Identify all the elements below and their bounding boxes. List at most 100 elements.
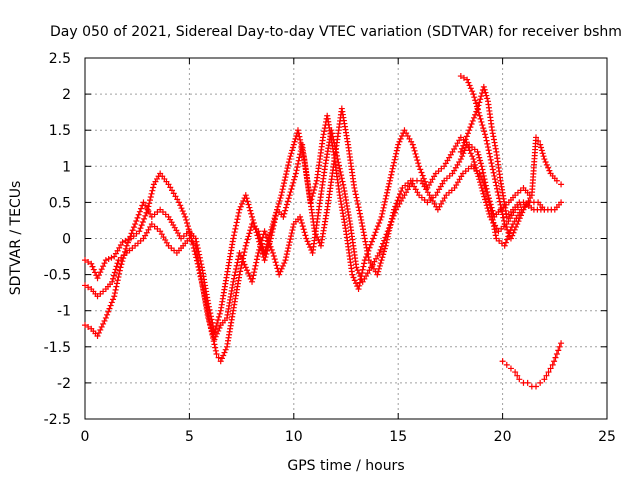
data-point: [535, 138, 542, 145]
data-point: [509, 232, 516, 239]
data-point: [301, 229, 308, 236]
data-point: [354, 197, 361, 204]
data-point: [237, 265, 244, 272]
data-point: [543, 372, 550, 379]
data-point: [383, 192, 390, 199]
data-point: [376, 262, 383, 269]
data-point: [207, 324, 214, 331]
data-point: [472, 97, 479, 104]
data-point: [354, 201, 361, 208]
data-point: [329, 133, 336, 140]
data-point: [376, 220, 383, 227]
data-point: [183, 216, 190, 223]
data-point: [418, 169, 425, 176]
data-point: [467, 124, 474, 131]
data-point: [293, 167, 300, 174]
data-point: [466, 82, 473, 89]
data-point: [478, 118, 485, 125]
data-point: [288, 233, 295, 240]
data-point: [289, 147, 296, 154]
data-point: [115, 274, 122, 281]
data-point: [137, 225, 144, 232]
data-point: [82, 282, 88, 289]
data-point: [283, 201, 290, 208]
data-point: [257, 240, 264, 247]
data-point: [294, 127, 301, 134]
data-point: [242, 242, 249, 249]
data-point: [234, 259, 241, 266]
data-point: [361, 260, 368, 267]
data-point: [467, 150, 474, 157]
data-point: [551, 358, 558, 365]
data-point: [511, 226, 518, 233]
data-point: [475, 151, 482, 158]
y-tick-label: 1.5: [49, 123, 71, 139]
data-point: [90, 266, 97, 273]
x-tick-label: 0: [81, 429, 90, 445]
data-point: [462, 136, 469, 143]
data-point: [338, 175, 345, 182]
data-point: [282, 257, 289, 264]
data-point: [499, 358, 506, 365]
data-point: [249, 213, 256, 220]
data-point: [230, 278, 237, 285]
data-point: [377, 246, 384, 253]
data-point: [101, 260, 108, 267]
x-tick-label: 20: [494, 429, 512, 445]
data-point: [389, 165, 396, 172]
data-point: [169, 187, 175, 194]
data-point: [379, 207, 386, 214]
data-point: [102, 257, 109, 264]
data-point: [289, 144, 296, 151]
data-point: [117, 264, 124, 271]
data-point: [332, 146, 339, 153]
data-point: [340, 181, 347, 188]
data-point: [336, 165, 343, 172]
data-point: [170, 190, 177, 197]
data-point: [477, 157, 484, 164]
data-point: [541, 376, 548, 383]
data-point: [360, 263, 367, 270]
data-point: [355, 270, 362, 277]
data-point: [412, 150, 419, 157]
data-point: [500, 214, 507, 221]
data-point: [82, 257, 88, 264]
data-point: [216, 310, 223, 317]
data-point: [253, 256, 260, 263]
data-point: [112, 266, 119, 273]
data-point: [278, 192, 285, 199]
data-point: [485, 147, 492, 154]
data-point: [149, 187, 156, 194]
data-point: [374, 223, 381, 230]
data-point: [291, 138, 298, 145]
data-point: [558, 181, 565, 188]
data-point: [237, 268, 244, 275]
data-point: [245, 270, 252, 277]
data-point: [290, 141, 297, 148]
data-point: [272, 216, 279, 223]
data-point: [289, 182, 296, 189]
data-point: [250, 272, 257, 279]
data-point: [504, 236, 511, 243]
data-point: [233, 222, 240, 229]
data-point: [167, 184, 174, 191]
data-point: [119, 239, 126, 246]
data-point: [475, 102, 482, 109]
data-point: [114, 260, 121, 267]
data-point: [297, 216, 304, 223]
data-point: [242, 264, 249, 271]
data-point: [279, 186, 286, 193]
data-point: [478, 93, 485, 100]
data-point: [165, 181, 172, 188]
data-point: [263, 234, 270, 241]
data-point: [473, 108, 480, 115]
data-point: [491, 172, 498, 179]
data-point: [533, 134, 540, 141]
data-point: [255, 235, 262, 242]
data-point: [380, 251, 387, 258]
data-point: [110, 272, 117, 279]
data-point: [379, 240, 386, 247]
data-point: [553, 177, 560, 184]
data-point: [124, 239, 131, 246]
data-point: [381, 198, 388, 205]
